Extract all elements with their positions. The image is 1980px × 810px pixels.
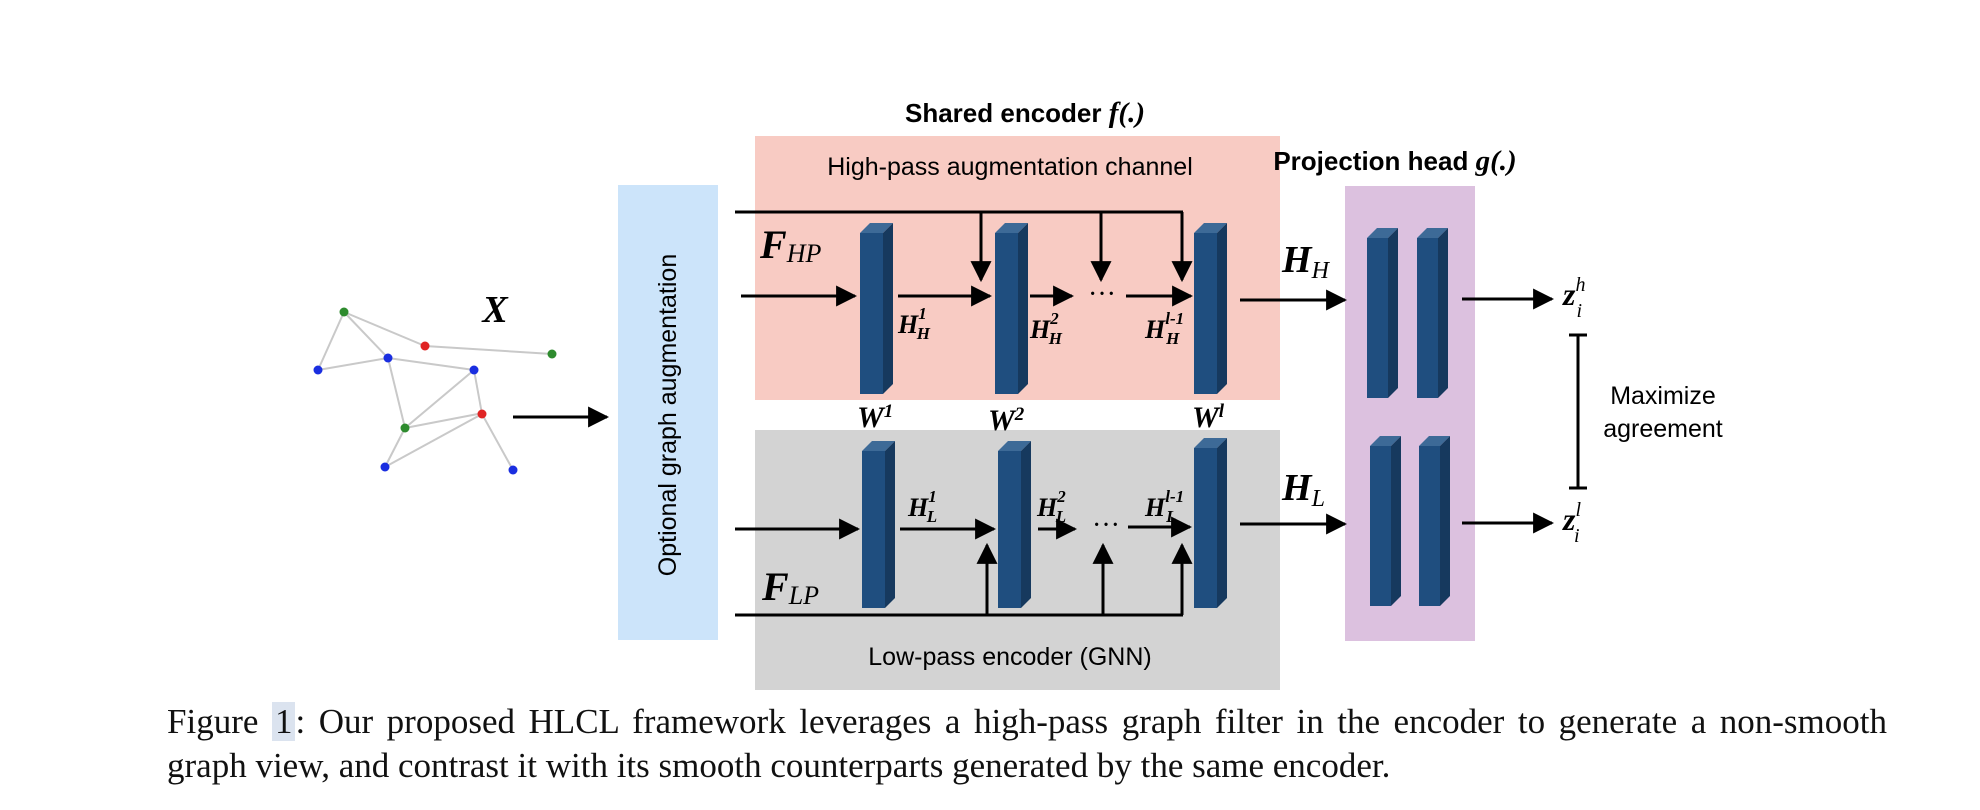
high-layer-1	[860, 223, 893, 394]
graph-node	[400, 423, 410, 433]
projection-layer-low-2	[1419, 436, 1450, 606]
low-layer-3	[1194, 438, 1227, 608]
low-dots: ···	[1092, 510, 1120, 541]
graph-node	[547, 349, 557, 359]
caption-text: : Our proposed HLCL framework leverages …	[167, 702, 1887, 785]
z-low-label: zl i	[1562, 499, 1581, 547]
shared-encoder-title: Shared encoder f(.)	[905, 97, 1145, 129]
projection-layer-low-1	[1370, 436, 1401, 606]
low-pass-encoder-label: Low-pass encoder (GNN)	[868, 643, 1151, 671]
high-layer-3	[1194, 223, 1227, 394]
agreement-bracket	[1569, 333, 1587, 490]
graph-node	[313, 365, 323, 375]
weight-label-3: Wl	[1192, 401, 1225, 434]
high-layer-2	[995, 223, 1028, 394]
augmentation-label: Optional graph augmentation	[654, 254, 682, 576]
input-x-label: X	[481, 289, 509, 331]
graph-node	[380, 462, 390, 472]
weight-label-1: W1	[857, 401, 893, 434]
graph-node	[469, 365, 479, 375]
caption-prefix: Figure	[167, 702, 272, 741]
projection-head-panel	[1345, 186, 1475, 641]
agreement-label: agreement	[1603, 415, 1723, 443]
graph-node	[383, 353, 393, 363]
projection-head-title: Projection head g(.)	[1273, 145, 1516, 177]
graph-node	[420, 341, 430, 351]
hlcl-diagram: Shared encoder f(.) Projection head g(.)…	[313, 97, 1723, 690]
weight-label-2: W2	[988, 404, 1025, 437]
projection-layer-high-1	[1367, 228, 1398, 398]
f-lp-label: FLP	[761, 564, 819, 610]
low-layer-2	[998, 441, 1031, 608]
low-hidden-2: H2 L	[1036, 487, 1066, 526]
projection-layer-high-2	[1417, 228, 1448, 398]
augmentation-panel	[618, 185, 718, 640]
low-layer-1	[862, 441, 895, 608]
high-pass-channel-label: High-pass augmentation channel	[827, 153, 1193, 181]
figure-caption: Figure 1: Our proposed HLCL framework le…	[167, 700, 1887, 788]
high-hidden-2: H2 H	[1029, 309, 1063, 348]
graph-node	[477, 409, 487, 419]
input-graph	[317, 311, 553, 471]
f-hp-label: FHP	[759, 222, 821, 268]
h-low-label: HL	[1281, 467, 1325, 512]
high-hidden-3: Hl-1 H	[1144, 309, 1184, 348]
high-hidden-1: H1 H	[897, 304, 931, 343]
low-hidden-1: H1 L	[907, 487, 937, 526]
low-hidden-3: Hl-1 L	[1144, 487, 1184, 526]
h-high-label: HH	[1281, 239, 1331, 284]
maximize-label: Maximize	[1610, 382, 1716, 410]
z-high-label: zh i	[1562, 274, 1585, 322]
graph-node	[508, 465, 518, 475]
figure-number-link[interactable]: 1	[271, 702, 296, 741]
graph-nodes	[313, 307, 557, 475]
high-dots: ···	[1088, 279, 1116, 310]
graph-node	[339, 307, 349, 317]
